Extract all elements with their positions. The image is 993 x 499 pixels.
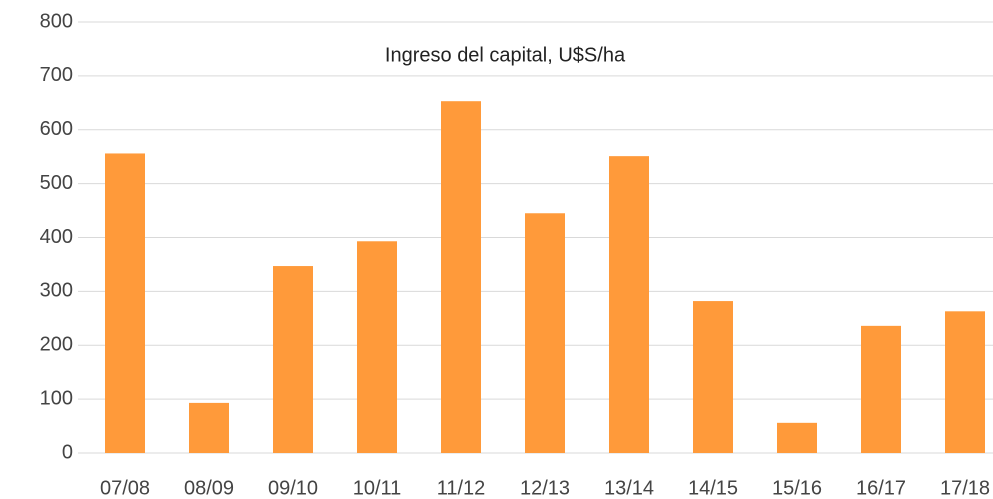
- x-tick-label: 08/09: [184, 477, 234, 499]
- bar: [609, 156, 649, 453]
- y-tick-label: 600: [40, 118, 73, 140]
- bar: [441, 101, 481, 453]
- x-tick-label: 10/11: [353, 477, 402, 499]
- bar: [273, 266, 313, 453]
- x-tick-label: 07/08: [100, 477, 150, 499]
- bar: [189, 402, 229, 453]
- bar: [861, 325, 901, 453]
- y-tick-label: 0: [62, 441, 73, 463]
- bar: [105, 153, 145, 453]
- x-tick-label: 11/12: [437, 477, 486, 499]
- y-tick-label: 800: [40, 10, 73, 32]
- y-tick-label: 100: [40, 387, 73, 409]
- y-tick-label: 400: [40, 226, 73, 248]
- bar: [945, 311, 985, 453]
- y-tick-label: 500: [40, 172, 73, 194]
- y-tick-label: 200: [40, 334, 73, 356]
- x-tick-label: 09/10: [268, 477, 318, 499]
- x-tick-label: 15/16: [772, 477, 822, 499]
- y-tick-label: 700: [40, 64, 73, 86]
- bar: [693, 301, 733, 453]
- x-tick-label: 13/14: [604, 477, 654, 499]
- bar: [357, 241, 397, 453]
- y-tick-label: 300: [40, 280, 73, 302]
- bar: [777, 422, 817, 453]
- x-tick-label: 14/15: [688, 477, 738, 499]
- x-tick-label: 17/18: [940, 477, 990, 499]
- bar: [525, 213, 565, 453]
- x-tick-label: 16/17: [856, 477, 906, 499]
- chart-title: Ingreso del capital, U$S/ha: [385, 44, 626, 66]
- x-tick-label: 12/13: [520, 477, 570, 499]
